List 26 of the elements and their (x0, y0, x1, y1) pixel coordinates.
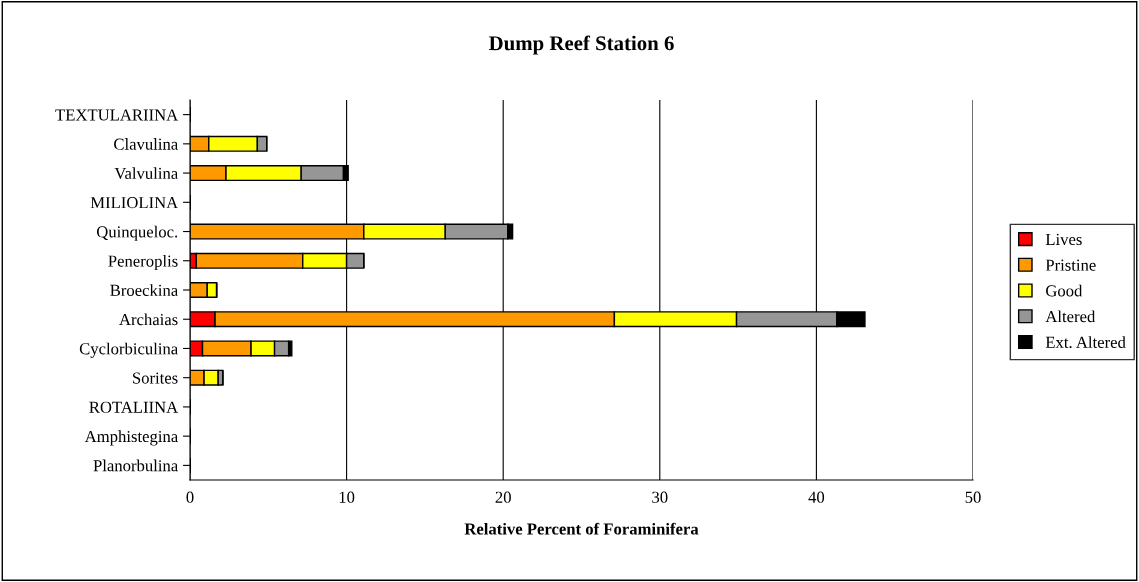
chart-title: Dump Reef Station 6 (488, 35, 674, 55)
y-tick-label: Sorites (133, 372, 178, 384)
y-tick-label: Cyclorbiculina (79, 342, 178, 358)
x-tick-label: 50 (965, 491, 981, 503)
x-tick-label: 20 (495, 491, 511, 503)
legend-label: Altered (1045, 310, 1096, 323)
x-tick-label: 40 (808, 491, 825, 503)
y-tick-label: Planorbulina (93, 459, 178, 472)
y-tick-label: Clavulina (114, 138, 178, 150)
y-tick-label: Archaias (119, 313, 178, 326)
y-tick-label: Amphistegina (84, 430, 178, 446)
y-tick-label: TEXTULARIINA (55, 109, 179, 121)
y-tick-label: MILIOLINA (90, 197, 179, 209)
x-tick-label: 30 (652, 491, 668, 503)
legend-label: Lives (1045, 233, 1082, 246)
x-tick-label: 0 (186, 491, 194, 503)
legend-label: Pristine (1045, 259, 1096, 271)
y-tick-label: Valvulina (114, 167, 178, 180)
y-tick-label: Quinqueloc. (96, 225, 178, 241)
y-tick-label: Broeckina (110, 284, 178, 296)
y-tick-label: ROTALIINA (89, 401, 179, 413)
legend-label: Good (1046, 284, 1083, 297)
y-tick-label: Peneroplis (108, 254, 178, 271)
x-tick-label: 10 (339, 491, 355, 503)
x-axis-title: Relative Percent of Foraminifera (464, 522, 699, 535)
legend-label: Ext. Altered (1045, 336, 1126, 348)
